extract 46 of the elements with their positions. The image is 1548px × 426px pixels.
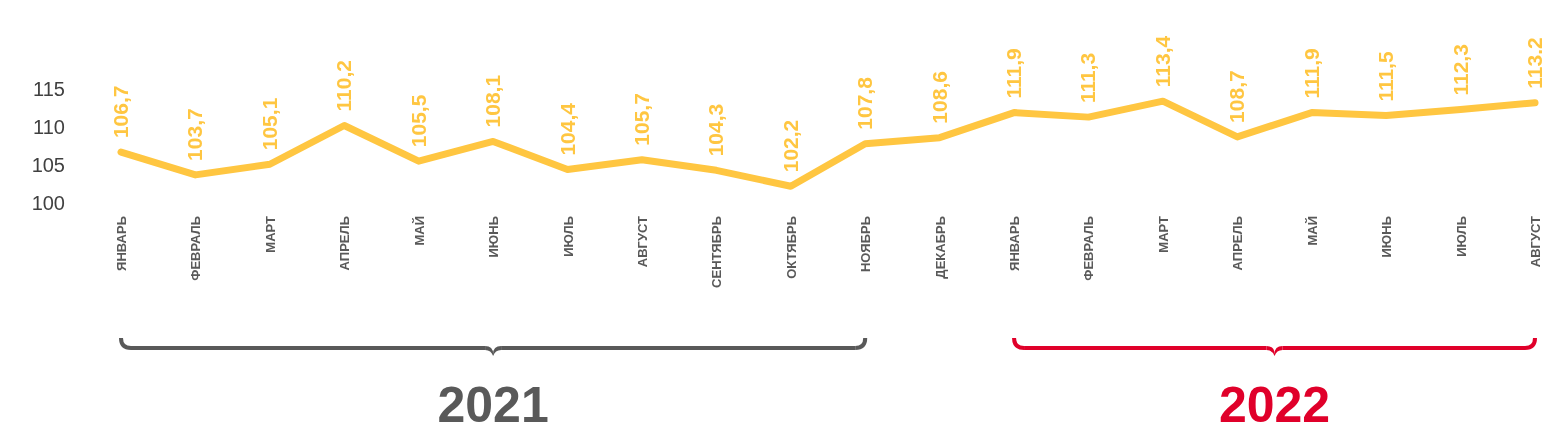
y-tick-label: 110 [33, 116, 65, 138]
x-tick-label: НОЯБРЬ [858, 216, 874, 273]
x-tick-label: АВГУСТ [1528, 215, 1543, 268]
x-tick-label: ИЮНЬ [486, 216, 502, 258]
data-label: 105,5 [406, 94, 430, 148]
data-label: 111,9 [1002, 48, 1026, 99]
x-tick-label: МАЙ [411, 216, 427, 246]
x-tick-label: ЯНВАРЬ [114, 216, 129, 271]
x-tick-label: МАЙ [1304, 216, 1320, 246]
x-tick-label: ЯНВАРЬ [1007, 216, 1023, 271]
x-tick-label: ИЮЛЬ [1453, 216, 1469, 257]
x-tick-label: ФЕВРАЛЬ [1081, 216, 1097, 281]
x-tick-label: ИЮЛЬ [560, 216, 576, 257]
y-tick-label: 105 [31, 154, 65, 176]
data-label: 111,9 [1299, 48, 1323, 99]
data-label: 105,7 [629, 93, 653, 146]
x-tick-label: АПРЕЛЬ [337, 216, 353, 271]
x-tick-label: СЕНТЯБРЬ [709, 216, 725, 288]
data-label: 104,4 [555, 102, 579, 156]
data-label: 111,3 [1076, 52, 1100, 104]
data-label: 111,5 [1374, 51, 1398, 102]
data-label: 108,6 [927, 71, 951, 124]
x-tick-label: ОКТЯБРЬ [783, 216, 799, 279]
data-label: 108,1 [481, 74, 505, 128]
data-label: 105,1 [257, 97, 281, 151]
data-label: 103,7 [183, 108, 207, 161]
x-tick-label: МАРТ [262, 215, 278, 253]
data-label: 108,7 [1225, 70, 1249, 123]
data-label: 106,7 [109, 85, 132, 139]
data-label: 104,3 [704, 103, 728, 157]
x-tick-label: АВГУСТ [634, 215, 650, 268]
data-label: 102,2 [778, 119, 802, 173]
data-label: 112,3 [1448, 44, 1472, 96]
data-label: 110,2 [332, 60, 356, 112]
y-tick-label: 100 [31, 192, 65, 214]
text: 2022 [1218, 377, 1331, 426]
x-tick-label: ФЕВРАЛЬ [188, 216, 204, 281]
data-label: 113.2 [1523, 37, 1546, 89]
data-label: 107,8 [853, 76, 877, 130]
text: 2021 [437, 377, 549, 426]
y-tick-label: 115 [33, 78, 65, 100]
x-tick-label: МАРТ [1155, 215, 1171, 253]
x-tick-label: ДЕКАБРЬ [932, 216, 948, 279]
data-label: 113,4 [1150, 35, 1174, 88]
x-tick-label: ИЮНЬ [1379, 216, 1395, 258]
x-tick-label: АПРЕЛЬ [1230, 216, 1246, 271]
